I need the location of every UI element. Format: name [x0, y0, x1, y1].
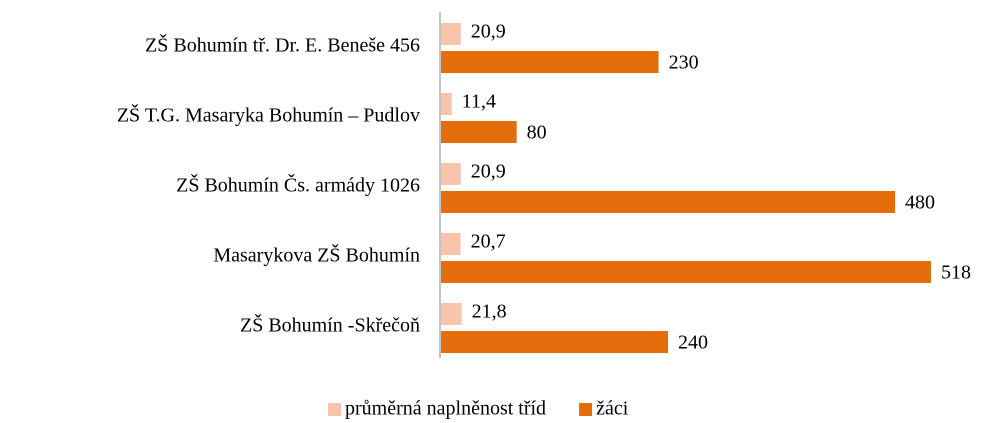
- legend-swatch: [328, 403, 341, 416]
- bar: [441, 23, 461, 45]
- bar: [441, 303, 462, 325]
- bar: [441, 191, 896, 213]
- bar: [441, 121, 517, 143]
- data-label: 240: [678, 332, 708, 354]
- data-label: 20,9: [471, 161, 506, 183]
- data-label: 20,7: [471, 231, 506, 253]
- y-tick-label: Masarykova ZŠ Bohumín: [213, 243, 420, 267]
- y-tick-label: ZŠ Bohumín Čs. armády 1026: [176, 173, 420, 197]
- bar: [441, 331, 669, 353]
- y-tick-label: ZŠ T.G. Masaryka Bohumín – Pudlov: [117, 103, 420, 127]
- bar: [441, 163, 461, 185]
- data-label: 518: [941, 262, 971, 284]
- data-label: 11,4: [462, 91, 496, 113]
- data-label: 230: [669, 52, 699, 74]
- legend-swatch: [579, 403, 593, 416]
- bar: [441, 93, 452, 115]
- data-label: 20,9: [471, 21, 506, 43]
- y-tick-label: ZŠ Bohumín -Skřečoň: [240, 313, 420, 337]
- data-label: 80: [527, 122, 547, 144]
- data-label: 21,8: [472, 301, 507, 323]
- data-label: 480: [905, 192, 935, 214]
- legend-label: průměrná naplněnost tříd: [345, 398, 546, 420]
- bar: [441, 51, 659, 73]
- y-tick-label: ZŠ Bohumín tř. Dr. E. Beneše 456: [145, 33, 420, 57]
- bar: [441, 261, 931, 283]
- legend-label: žáci: [596, 398, 629, 420]
- bar: [441, 233, 461, 255]
